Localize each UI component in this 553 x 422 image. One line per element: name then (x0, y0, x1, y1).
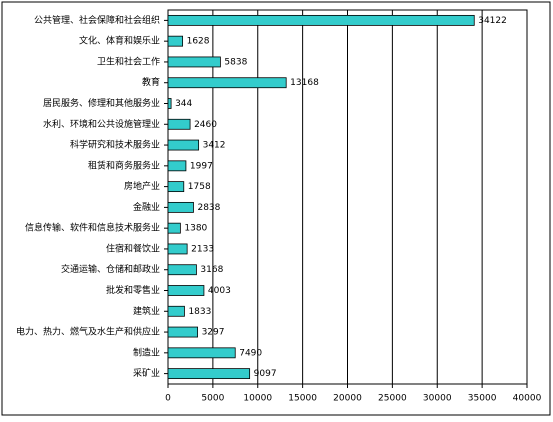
x-tick-label: 5000 (201, 394, 224, 404)
value-label: 3297 (202, 328, 225, 338)
value-label: 9097 (254, 369, 277, 379)
bar (167, 56, 221, 68)
bar (167, 368, 251, 380)
value-label: 1758 (188, 182, 211, 192)
bar (167, 77, 287, 89)
chart-border (1, 1, 551, 416)
bar (167, 264, 197, 276)
value-label: 1997 (190, 161, 213, 171)
value-label: 344 (175, 99, 192, 109)
x-tick-label: 40000 (513, 394, 542, 404)
y-tick-label: 交通运输、仓储和邮政业 (61, 263, 160, 275)
value-label: 2133 (191, 244, 214, 254)
bar (167, 201, 194, 213)
value-label: 34122 (478, 16, 507, 26)
bar (167, 243, 188, 255)
y-tick-label: 租赁和商务服务业 (88, 159, 160, 171)
x-tick-label: 25000 (378, 394, 407, 404)
x-tick-label: 10000 (243, 394, 272, 404)
y-tick-label: 信息传输、软件和信息技术服务业 (25, 222, 160, 234)
x-tick-label: 20000 (333, 394, 362, 404)
x-tick-label: 35000 (468, 394, 497, 404)
x-tick-label: 15000 (288, 394, 317, 404)
value-label: 7490 (239, 348, 262, 358)
bar (167, 139, 200, 151)
y-tick-label: 金融业 (133, 201, 160, 213)
value-label: 1833 (188, 307, 211, 317)
value-label: 3412 (203, 141, 226, 151)
bar (167, 14, 475, 26)
value-label: 4003 (208, 286, 231, 296)
value-label: 1628 (187, 37, 210, 47)
y-tick-label: 电力、热力、燃气及水生产和供应业 (16, 326, 160, 338)
plot-area (167, 9, 528, 385)
bar (167, 98, 172, 109)
y-tick-label: 教育 (142, 76, 160, 88)
bar (167, 326, 198, 338)
y-tick-label: 房地产业 (124, 180, 160, 192)
bar (167, 35, 184, 47)
bar (167, 181, 185, 193)
bar (167, 118, 191, 130)
y-tick-label: 居民服务、修理和其他服务业 (43, 97, 160, 109)
y-tick-label: 公共管理、社会保障和社会组织 (34, 14, 160, 26)
value-label: 5838 (224, 57, 247, 67)
y-tick-label: 科学研究和技术服务业 (70, 139, 160, 151)
value-label: 3168 (200, 265, 223, 275)
bar (167, 285, 205, 296)
bar (167, 305, 185, 317)
value-label: 2460 (194, 120, 217, 130)
value-label: 2838 (197, 203, 220, 213)
y-tick-label: 制造业 (133, 346, 160, 358)
y-tick-label: 住宿和餐饮业 (106, 242, 160, 254)
value-label: 1380 (184, 224, 207, 234)
y-tick-label: 采矿业 (133, 367, 160, 379)
y-tick-label: 批发和零售业 (106, 284, 160, 296)
value-label: 13168 (290, 78, 319, 88)
y-tick-label: 卫生和社会工作 (97, 55, 160, 67)
y-tick-label: 水利、环境和公共设施管理业 (43, 118, 160, 130)
x-tick-label: 0 (165, 394, 171, 404)
y-tick-label: 文化、体育和娱乐业 (79, 35, 160, 47)
bar (167, 347, 236, 359)
bar (167, 222, 181, 234)
x-tick-label: 30000 (423, 394, 452, 404)
y-tick-label: 建筑业 (133, 305, 160, 317)
bar (167, 160, 187, 172)
